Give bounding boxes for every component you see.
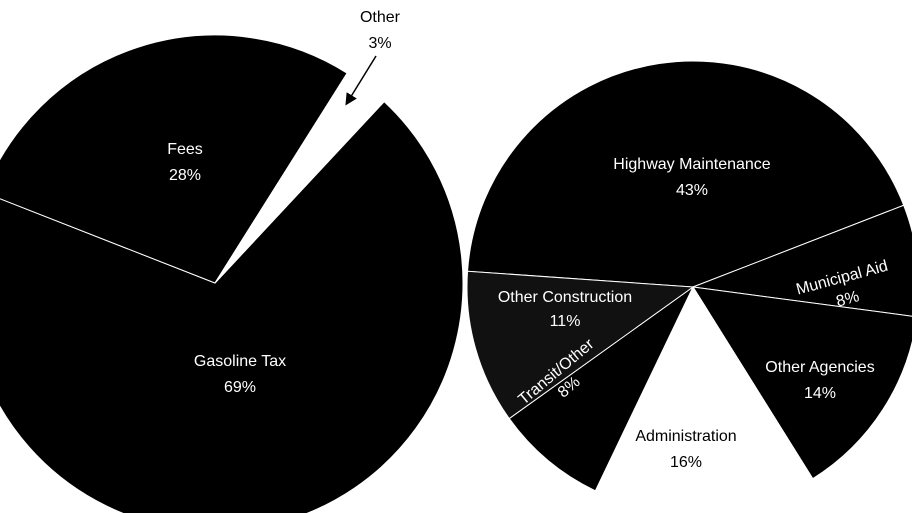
- slice-label: Fees: [167, 141, 203, 158]
- pie-slice: [0, 34, 348, 284]
- pie-slice: [467, 60, 905, 288]
- slice-label: Other Construction: [498, 289, 632, 306]
- pie-slice: [692, 204, 912, 317]
- slice-label: Other Agencies: [765, 359, 874, 376]
- slice-value-label: 8%: [834, 288, 861, 310]
- slice-value-label: 14%: [804, 385, 836, 402]
- arrow: [345, 55, 377, 106]
- slice-value-label: 43%: [676, 182, 708, 199]
- pie-slice: [214, 72, 385, 284]
- pie-slice: [692, 286, 912, 480]
- slice-label: Other: [360, 9, 401, 26]
- pie-slice: [466, 270, 695, 420]
- slice-label: Highway Maintenance: [613, 156, 771, 173]
- slice-value-label: 16%: [670, 454, 702, 471]
- slice-label: Administration: [635, 428, 736, 445]
- slice-value-label: 69%: [224, 379, 256, 396]
- slice-label: Gasoline Tax: [194, 353, 286, 370]
- pie-slice: [508, 286, 694, 492]
- slice-value-label: 3%: [368, 35, 391, 52]
- pie-slice: [0, 100, 464, 513]
- slice-value-label: 28%: [169, 167, 201, 184]
- slice-value-label: 11%: [550, 313, 581, 330]
